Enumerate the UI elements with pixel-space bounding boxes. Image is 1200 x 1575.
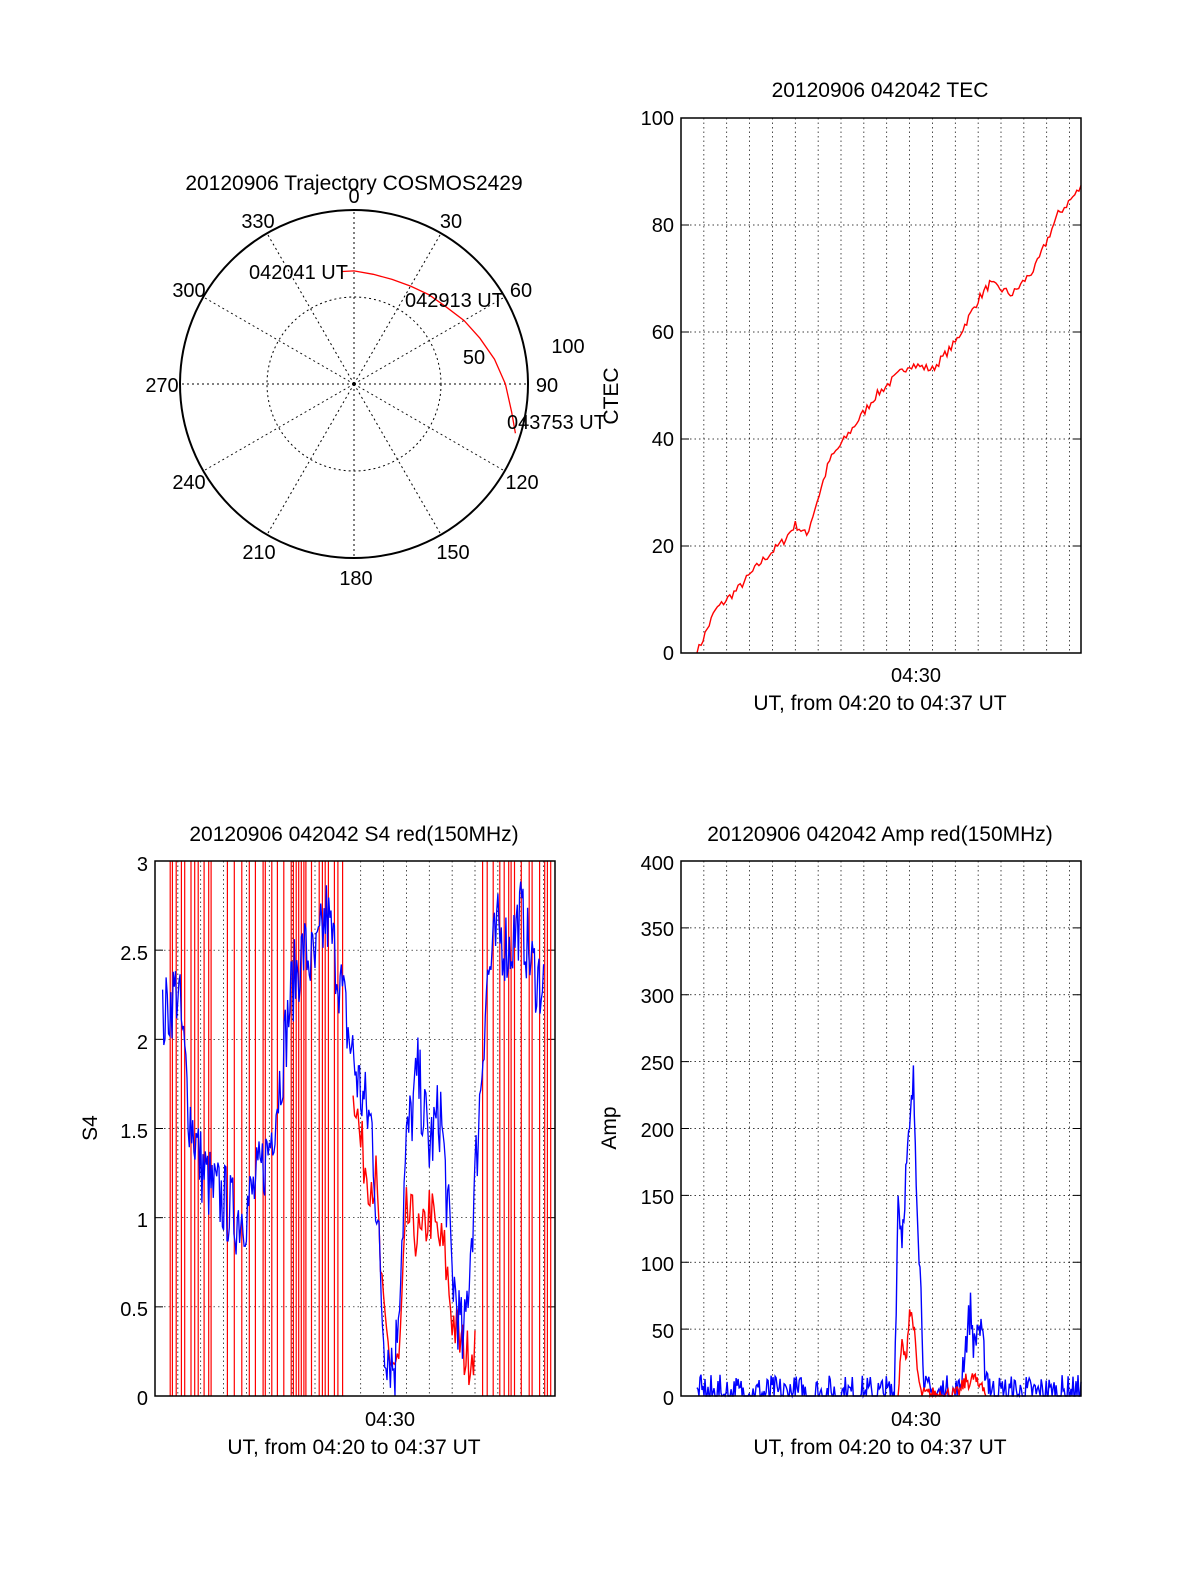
polar-grid [180,210,528,558]
s4-panel: 20120906 042042 S4 red(150MHz) S4 UT, fr… [79,823,556,1459]
radial-label-100: 100 [551,336,584,358]
trajectory-title: 20120906 Trajectory COSMOS2429 [185,172,522,195]
polar-spoke [266,233,355,385]
angle-label-330: 330 [241,211,274,233]
amp-xtick-label: 04:30 [891,1409,941,1431]
tec-series-red [696,185,1082,654]
polar-outer-ring [179,209,529,559]
polar-spoke [353,296,505,385]
s4-series-blue [161,881,545,1397]
tec-plot-frame [680,117,1082,654]
angle-label-270: 270 [145,375,178,397]
amp-ytick-400: 400 [641,853,674,875]
s4-plot-frame [154,860,556,1397]
tec-ytick-20: 20 [652,536,674,558]
amp-title: 20120906 042042 Amp red(150MHz) [707,823,1053,846]
s4-xlabel: UT, from 04:20 to 04:37 UT [227,1436,480,1459]
angle-label-300: 300 [172,280,205,302]
polar-angle-labels: 0 30 60 90 120 150 180 210 240 270 300 3… [145,186,558,590]
angle-label-30: 30 [440,211,462,233]
amp-grid [681,860,1081,1397]
polar-spoke [353,233,442,385]
tec-ylabel: CTEC [600,367,623,424]
s4-ytick-1-5: 1.5 [120,1121,148,1143]
amp-ytick-350: 350 [641,919,674,941]
angle-label-180: 180 [339,568,372,590]
tec-grid [681,117,1081,654]
trajectory-start-time: 042041 UT [249,262,348,284]
angle-label-90: 90 [536,375,558,397]
s4-ytick-labels: 0 0.5 1 1.5 2 2.5 3 [120,854,148,1410]
amp-plot-frame [680,860,1082,1397]
amp-ytick-100: 100 [641,1254,674,1276]
s4-ytick-2: 2 [137,1032,148,1054]
trajectory-line [342,270,517,434]
tec-ytick-60: 60 [652,322,674,344]
tec-ytick-0: 0 [663,643,674,665]
s4-ytick-0-5: 0.5 [120,1299,148,1321]
angle-label-210: 210 [242,542,275,564]
tec-panel: 20120906 042042 TEC CTEC UT, from 04:20 … [600,79,1082,715]
s4-ytick-2-5: 2.5 [120,943,148,965]
trajectory-end-time: 043753 UT [507,412,606,434]
amp-xlabel: UT, from 04:20 to 04:37 UT [753,1436,1006,1459]
trajectory-panel: 20120906 Trajectory COSMOS2429 0 30 60 9… [145,172,606,590]
s4-ytick-0: 0 [137,1388,148,1410]
s4-series-red [352,1095,476,1386]
s4-ylabel: S4 [79,1115,102,1141]
amp-series-blue [696,1065,1082,1399]
amp-ylabel: Amp [598,1106,621,1149]
tec-ytick-80: 80 [652,215,674,237]
angle-label-240: 240 [172,472,205,494]
polar-spoke [353,383,442,535]
angle-label-0: 0 [348,186,359,208]
polar-spoke [266,383,355,535]
angle-label-150: 150 [436,542,469,564]
amp-ytick-250: 250 [641,1053,674,1075]
tec-xtick-label: 04:30 [891,665,941,687]
tec-title: 20120906 042042 TEC [772,79,989,102]
amp-ytick-50: 50 [652,1321,674,1343]
angle-label-120: 120 [505,472,538,494]
s4-xtick-label: 04:30 [365,1409,415,1431]
s4-ytick-1: 1 [137,1210,148,1232]
tec-ytick-labels: 0 20 40 60 80 100 [641,108,674,665]
radial-label-50: 50 [463,347,485,369]
amp-ytick-300: 300 [641,986,674,1008]
amp-panel: 20120906 042042 Amp red(150MHz) Amp UT, … [598,823,1082,1459]
polar-spoke [203,383,355,472]
amp-ytick-labels: 0 50 100 150 200 250 300 350 400 [641,853,674,1410]
tec-ytick-100: 100 [641,108,674,130]
amp-ytick-150: 150 [641,1187,674,1209]
s4-title: 20120906 042042 S4 red(150MHz) [189,823,518,846]
s4-red-spikes [169,861,552,1396]
polar-spoke [353,383,505,472]
amp-ytick-0: 0 [663,1388,674,1410]
angle-label-60: 60 [510,280,532,302]
polar-spoke [203,296,355,385]
trajectory-mid-time: 042913 UT [405,290,504,312]
amp-ytick-200: 200 [641,1120,674,1142]
tec-xlabel: UT, from 04:20 to 04:37 UT [753,692,1006,715]
tec-ytick-40: 40 [652,429,674,451]
s4-ytick-3: 3 [137,854,148,876]
